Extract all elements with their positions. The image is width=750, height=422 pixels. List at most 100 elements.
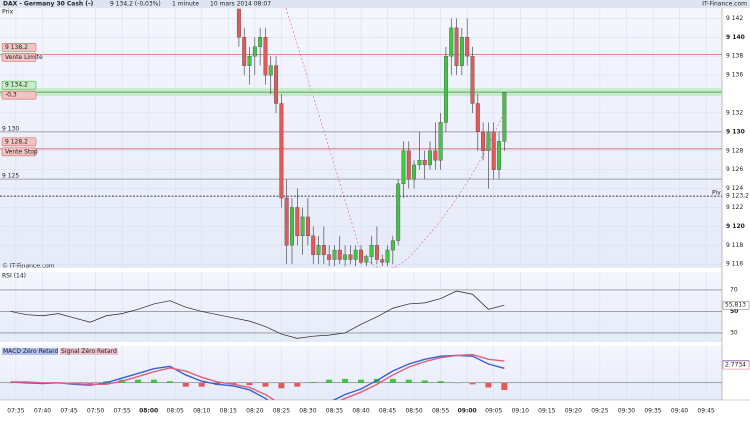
candle-body [263,37,268,76]
panel-title: RSI (14) [2,273,26,280]
candle-body [459,37,464,66]
x-tick-label: 08:55 [432,408,449,415]
histogram-bar [166,381,173,383]
histogram-bar [246,382,253,386]
x-tick-label: 09:05 [485,408,502,415]
histogram-bar [198,382,205,387]
y-tick-label: 9 126 [726,166,743,173]
histogram-bar [87,382,94,384]
candle-body [305,216,310,237]
order-tag [1,137,37,147]
x-tick-label: 07:40 [34,408,51,415]
sar-curve [285,8,506,268]
candle-body [327,254,332,260]
x-tick-label: 09:40 [671,408,688,415]
order-price: 9 128,2 [5,138,28,145]
brand: IT-Finance.com [702,1,747,8]
candle-body [475,103,480,133]
candle-body [465,37,470,57]
y-tick-label: 9 130 [726,128,745,135]
instrument: DAX - Germany 30 Cash (-) [3,1,93,8]
level-price: 9 123,2 [726,193,749,200]
y-tick-label: 30 [730,329,738,336]
y-tick-label: 9 120 [726,223,745,230]
candle-body [385,249,390,263]
legend-swatch [2,348,58,355]
x-tick-label: 07:45 [60,408,77,415]
candle-body [401,150,406,185]
histogram-bar [501,382,508,391]
candle-body [491,131,496,170]
legend-label: MACD Zéro Retard [3,348,59,355]
candle-body [412,164,417,180]
histogram-bar [230,382,237,385]
x-tick-label: 09:10 [512,408,529,415]
order-price: 9 138,2 [5,44,28,51]
candle-body [406,150,411,180]
histogram-bar [437,381,444,383]
candle-body [374,245,379,260]
order-label: Vente Limite [5,54,43,61]
candle-body [433,150,438,161]
y-tick-label: 9 116 [726,261,743,268]
candle-body [497,141,501,170]
x-tick-label: 07:35 [7,408,24,415]
legend-swatch [60,348,118,355]
x-tick-label: 09:30 [618,408,635,415]
period: 1 minute [172,1,199,8]
histogram-bar [262,382,269,387]
candle-body [486,131,491,151]
y-tick-label: 9 142 [726,15,743,22]
last-value: 2.7734 [725,362,746,369]
candle-body [369,245,374,257]
candle-body [247,56,252,66]
y-tick-label: 9 122 [726,204,743,211]
order-tag [1,53,37,62]
histogram-bar [294,382,301,387]
candle-body [422,160,427,166]
quote: 9 134,2 (-0,03%) [110,1,161,8]
order-tag [1,147,37,157]
candle-body [311,235,316,255]
candle-body [428,150,432,166]
histogram-bar [103,381,110,383]
x-tick-label: 08:15 [220,408,237,415]
histogram-bar [150,379,157,383]
y-tick-label: 9 138 [726,53,743,60]
order-label: -0,3 [5,92,17,99]
y-tick-label: 9 118 [726,242,743,249]
candle-body [321,245,326,255]
candle-body [236,8,241,38]
candle-body [242,37,247,66]
candle-body [443,56,448,123]
copyright: © IT-Finance.com [2,263,55,270]
histogram-bar [358,379,364,383]
histogram-bar [182,382,189,387]
x-tick-label: 08:20 [246,408,263,415]
candle-body [449,27,454,57]
x-tick-label: 08:05 [167,408,184,415]
histogram-bar [326,379,333,383]
order-price: 9 134,2 [5,82,28,89]
x-tick-label: 09:20 [565,408,582,415]
x-tick-label: 08:35 [326,408,343,415]
x-tick-label: 08:40 [352,408,369,415]
x-tick-label: 08:00 [139,408,158,415]
candle-body [470,56,475,104]
level-label: Piv [712,190,721,197]
panel-label: Prix [2,9,14,16]
candle-body [417,160,422,166]
candle-body [316,245,321,255]
order-tag [1,90,37,100]
candle-body [454,27,459,66]
candle-body [359,249,363,263]
candle-body [337,249,342,260]
order-label: Vente Stop [5,148,38,155]
histogram-bar [485,382,492,388]
x-tick-label: 09:35 [644,408,661,415]
x-tick-label: 07:55 [113,408,130,415]
candle-body [300,216,305,237]
histogram-bar [405,379,412,383]
